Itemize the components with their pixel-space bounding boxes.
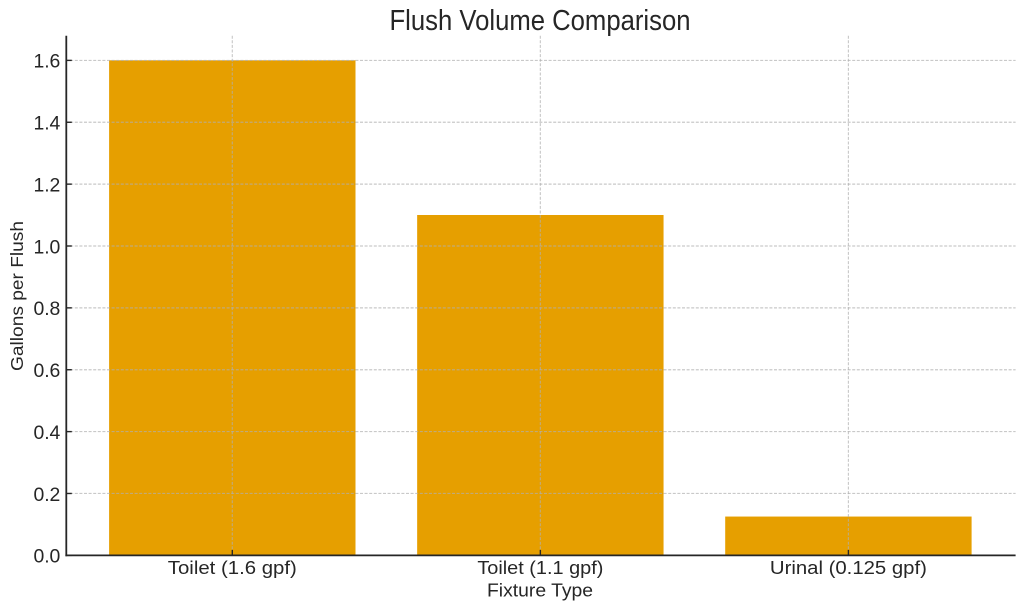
svg-text:0.0: 0.0 bbox=[34, 546, 61, 568]
svg-text:0.8: 0.8 bbox=[34, 298, 61, 320]
svg-text:0.4: 0.4 bbox=[34, 422, 61, 444]
svg-text:Toilet (1.6 gpf): Toilet (1.6 gpf) bbox=[168, 558, 297, 579]
svg-text:Toilet (1.1 gpf): Toilet (1.1 gpf) bbox=[477, 558, 603, 579]
svg-text:Urinal (0.125 gpf): Urinal (0.125 gpf) bbox=[770, 558, 927, 579]
svg-text:0.2: 0.2 bbox=[34, 484, 61, 506]
svg-text:1.6: 1.6 bbox=[34, 51, 61, 73]
svg-text:0.6: 0.6 bbox=[34, 360, 61, 382]
svg-text:Flush Volume Comparison: Flush Volume Comparison bbox=[390, 5, 691, 37]
svg-text:Gallons per Flush: Gallons per Flush bbox=[7, 221, 27, 371]
svg-text:1.2: 1.2 bbox=[34, 175, 61, 197]
svg-text:Fixture Type: Fixture Type bbox=[487, 580, 593, 601]
svg-text:1.0: 1.0 bbox=[34, 236, 61, 258]
svg-text:1.4: 1.4 bbox=[34, 113, 61, 135]
